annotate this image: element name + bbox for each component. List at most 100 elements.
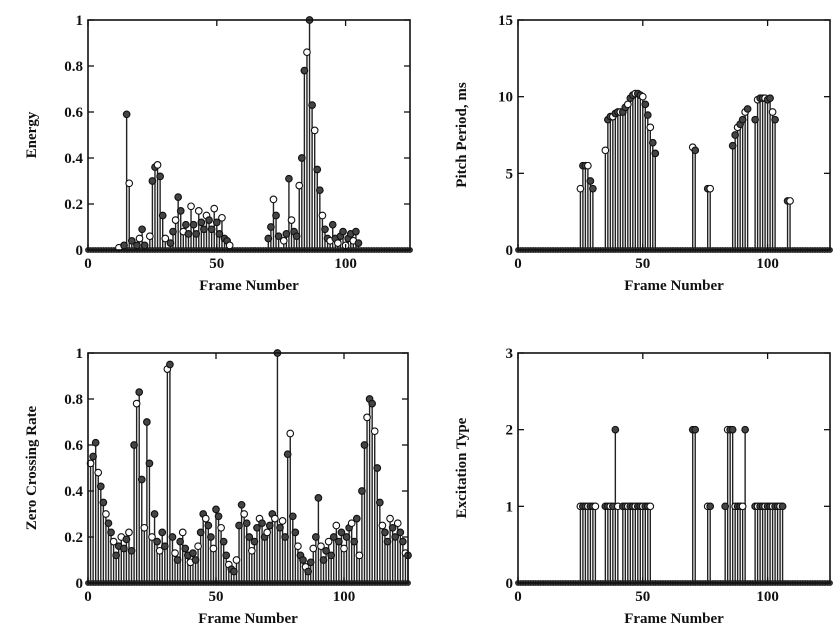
axes-frame-zcr — [87, 352, 409, 584]
ytick-label-zcr-3: 0.6 — [64, 438, 83, 454]
ytick-label-energy-1: 0.2 — [64, 197, 83, 213]
stems-excitation — [579, 429, 784, 583]
ytick-label-pitch-3: 15 — [498, 13, 513, 29]
marker-zcr-41 — [191, 556, 200, 564]
chart-pitch: 0 5 10 15 0 50 100 Frame Number Pitch Period, ms — [454, 13, 833, 294]
marker-zcr-85 — [304, 567, 313, 576]
marker-zcr-119 — [391, 533, 400, 541]
marker-zcr-40 — [189, 549, 197, 557]
marker-energy-8 — [140, 241, 149, 250]
marker-energy-66 — [334, 239, 342, 247]
marker-zcr-47 — [207, 533, 215, 541]
marker-energy-20 — [176, 207, 185, 215]
marker-zcr-74 — [276, 523, 284, 532]
marker-zcr-37 — [181, 544, 190, 553]
marker-zcr-89 — [314, 494, 323, 502]
marker-zcr-10 — [112, 551, 121, 560]
marker-energy-73 — [352, 227, 360, 236]
marker-energy-6 — [135, 234, 144, 243]
marker-excitation-32 — [728, 425, 737, 434]
marker-energy-33 — [210, 204, 219, 213]
marker-energy-9 — [145, 232, 154, 241]
marker-pitch-37 — [743, 105, 752, 113]
marker-zcr-1 — [89, 452, 97, 461]
ytick-label-energy-2: 0.4 — [64, 151, 83, 167]
marker-excitation-49 — [778, 502, 787, 511]
marker-zcr-93 — [324, 537, 333, 546]
marker-energy-52 — [297, 154, 306, 162]
marker-zcr-110 — [368, 399, 377, 408]
ytick-label-energy-3: 0.6 — [64, 105, 83, 121]
xtick-label-energy-1: 50 — [209, 256, 224, 272]
marker-zcr-72 — [271, 514, 279, 523]
marker-zcr-96 — [332, 521, 341, 530]
marker-zcr-17 — [130, 441, 138, 449]
marker-energy-68 — [339, 227, 347, 236]
marker-zcr-9 — [109, 537, 118, 546]
ylabel-energy: Energy — [24, 111, 40, 158]
marker-zcr-31 — [166, 360, 174, 369]
marker-zcr-94 — [327, 551, 336, 560]
marker-energy-13 — [156, 172, 164, 181]
marker-zcr-26 — [153, 537, 161, 546]
marker-energy-14 — [158, 211, 167, 220]
marker-zcr-21 — [140, 523, 149, 532]
ytick-label-energy-4: 0.8 — [64, 59, 83, 75]
marker-pitch-32 — [731, 131, 740, 139]
chart-energy: 0 0.2 0.4 0.6 0.8 1 0 50 100 Frame Number Energy — [24, 13, 413, 294]
marker-zcr-100 — [342, 533, 351, 541]
ytick-label-zcr-4: 0.8 — [64, 392, 83, 408]
marker-zcr-53 — [222, 551, 231, 560]
xtick-label-energy-2: 100 — [334, 256, 357, 272]
marker-zcr-33 — [171, 549, 179, 557]
marker-zcr-14 — [122, 535, 131, 544]
marker-pitch-3 — [584, 161, 592, 170]
marker-energy-2 — [122, 110, 131, 119]
marker-zcr-18 — [132, 399, 141, 408]
marker-excitation-26 — [691, 425, 700, 434]
marker-energy-16 — [166, 239, 175, 247]
marker-zcr-62 — [245, 533, 254, 541]
marker-zcr-57 — [232, 556, 241, 564]
marker-zcr-104 — [352, 514, 361, 523]
marker-excitation-36 — [738, 502, 747, 511]
marker-zcr-95 — [329, 533, 338, 541]
ytick-label-zcr-2: 0.4 — [64, 484, 83, 500]
marker-energy-24 — [187, 202, 195, 211]
marker-pitch-25 — [648, 138, 657, 147]
marker-energy-34 — [212, 218, 221, 227]
xtick-label-excitation-1: 50 — [635, 589, 650, 605]
marker-energy-5 — [133, 241, 141, 250]
marker-zcr-13 — [119, 544, 128, 553]
marker-energy-54 — [303, 48, 311, 57]
marker-pitch-22 — [641, 100, 650, 109]
marker-zcr-2 — [91, 438, 100, 447]
xtick-label-excitation-0: 0 — [514, 589, 522, 605]
markers-pitch — [576, 89, 794, 205]
marker-energy-60 — [318, 211, 327, 220]
marker-zcr-106 — [358, 487, 366, 495]
marker-zcr-29 — [160, 542, 169, 551]
marker-pitch-28 — [691, 146, 700, 155]
marker-energy-26 — [192, 230, 201, 238]
marker-energy-1 — [120, 241, 128, 250]
marker-excitation-11 — [611, 425, 620, 434]
marker-energy-44 — [274, 232, 283, 241]
marker-zcr-34 — [173, 556, 182, 564]
marker-zcr-48 — [209, 544, 218, 553]
marker-energy-4 — [127, 236, 136, 245]
marker-zcr-88 — [311, 533, 320, 541]
marker-zcr-75 — [278, 517, 287, 525]
marker-pitch-44 — [766, 94, 774, 103]
marker-zcr-56 — [230, 567, 238, 576]
marker-energy-64 — [328, 220, 337, 229]
marker-zcr-90 — [317, 542, 325, 551]
marker-zcr-69 — [263, 528, 272, 537]
marker-zcr-32 — [168, 533, 177, 541]
marker-zcr-77 — [283, 450, 292, 459]
marker-zcr-46 — [204, 521, 213, 530]
marker-zcr-42 — [194, 542, 202, 551]
marker-zcr-113 — [375, 498, 384, 507]
marker-pitch-21 — [638, 92, 647, 101]
marker-zcr-65 — [253, 523, 261, 532]
